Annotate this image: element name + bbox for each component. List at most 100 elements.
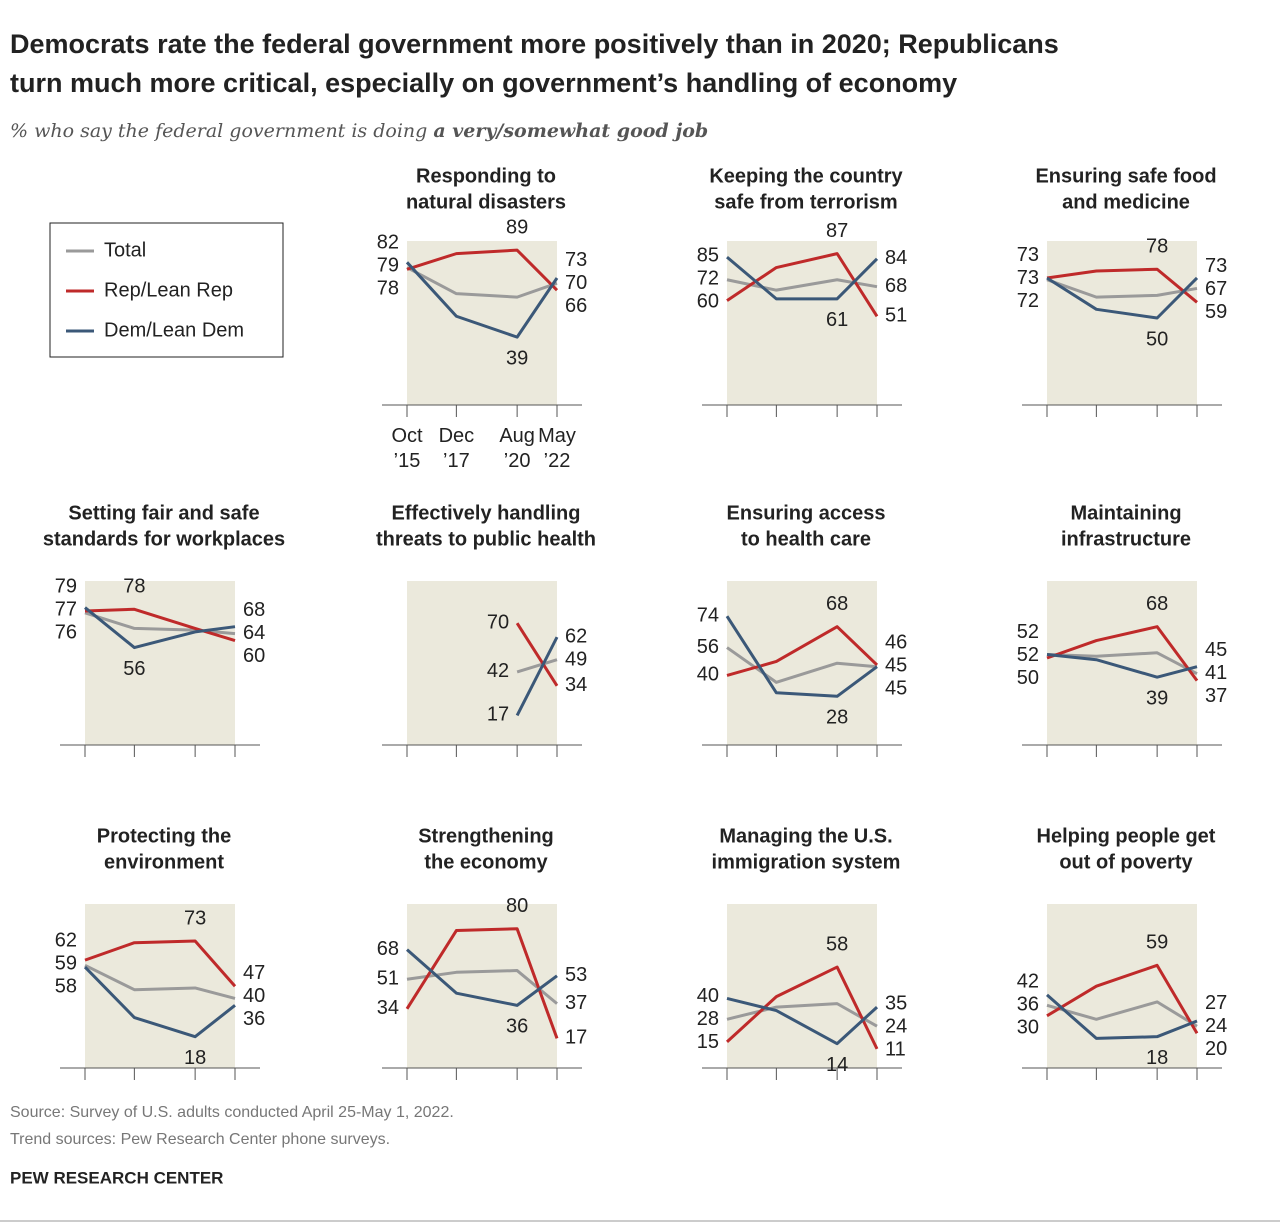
- data-label: 72: [1017, 290, 1039, 312]
- data-label: 73: [1017, 267, 1039, 289]
- data-label: 37: [1205, 685, 1227, 707]
- data-label: 49: [565, 648, 587, 670]
- series-line: [84, 607, 236, 643]
- panel: Setting fair and safe standards for workp…: [43, 502, 285, 757]
- legend-label: Dem/Lean Dem: [104, 319, 244, 341]
- data-label: 42: [487, 660, 509, 682]
- series-line: [1046, 653, 1198, 679]
- series-line: [84, 611, 236, 636]
- data-label: 50: [1017, 667, 1039, 689]
- data-label: 42: [1017, 971, 1039, 993]
- series-line: [725, 965, 879, 1050]
- data-label: 73: [184, 907, 206, 929]
- panel-title: Setting fair and safe: [68, 502, 259, 524]
- panel-title: standards for workplaces: [43, 528, 285, 550]
- plot-background: [407, 581, 557, 745]
- data-label: 66: [565, 295, 587, 317]
- data-label: 36: [506, 1016, 528, 1038]
- series-line: [726, 1002, 878, 1028]
- x-tick-label-line: ’20: [504, 450, 531, 472]
- data-label: 74: [697, 605, 719, 627]
- data-label: 78: [1146, 236, 1168, 258]
- legend-label: Total: [104, 239, 146, 261]
- data-label: 17: [565, 1027, 587, 1049]
- subtitle-emphasis: a very/somewhat good job: [433, 120, 708, 142]
- source-note: Source: Survey of U.S. adults conducted …: [10, 1104, 454, 1121]
- data-label: 87: [826, 220, 848, 242]
- data-label: 14: [826, 1054, 848, 1076]
- series-line: [726, 625, 879, 677]
- data-label: 51: [377, 968, 399, 990]
- plot-background: [1047, 241, 1197, 405]
- panel-title: the economy: [424, 851, 548, 873]
- data-label: 20: [1205, 1038, 1227, 1060]
- panel-title: environment: [104, 851, 224, 873]
- data-label: 27: [1205, 992, 1227, 1014]
- series-line: [1046, 625, 1199, 682]
- plot-background: [1047, 904, 1197, 1068]
- series-line: [1046, 1000, 1198, 1028]
- panel-title: Strengthening: [418, 825, 554, 847]
- x-tick-label-line: Aug: [499, 425, 535, 447]
- panel: Maintaining infrastructure 52 41 50 68 37 52 39 4…: [1017, 502, 1227, 757]
- panel: Keeping the country safe from terrorism 72…: [697, 165, 907, 417]
- data-label: 45: [885, 654, 907, 676]
- panel-title: Maintaining: [1070, 502, 1181, 524]
- data-label: 51: [885, 305, 907, 327]
- series-line: [1046, 267, 1198, 304]
- data-label: 68: [243, 599, 265, 621]
- data-label: 58: [55, 975, 77, 997]
- data-label: 36: [1017, 994, 1039, 1016]
- data-label: 40: [243, 985, 265, 1007]
- series-line: [726, 646, 878, 684]
- series-line: [1046, 278, 1198, 299]
- series-line: [726, 252, 879, 318]
- series-line: [406, 948, 558, 1007]
- data-label: 47: [243, 962, 265, 984]
- series-line: [84, 939, 237, 988]
- chart-title: Democrats rate the federal government mo…: [10, 29, 1059, 59]
- series-line: [726, 255, 879, 301]
- data-label: 39: [506, 347, 528, 369]
- data-label: 34: [565, 674, 587, 696]
- data-label: 56: [123, 658, 145, 680]
- panel: Protecting the environment 59 40 62 73 47 58 18 3…: [55, 825, 265, 1080]
- data-label: 40: [697, 664, 719, 686]
- data-label: 73: [1017, 244, 1039, 266]
- data-label: 37: [565, 992, 587, 1014]
- series-line: [83, 966, 236, 1039]
- data-label: 28: [697, 1008, 719, 1030]
- x-tick-label-line: ’15: [394, 450, 421, 472]
- data-label: 59: [55, 952, 77, 974]
- data-label: 77: [55, 599, 77, 621]
- data-label: 45: [1205, 639, 1227, 661]
- plot-background: [85, 581, 235, 745]
- data-label: 24: [1205, 1015, 1227, 1037]
- series-line: [406, 248, 559, 292]
- data-label: 35: [885, 993, 907, 1015]
- panel-title: Responding to: [416, 165, 556, 187]
- data-label: 62: [55, 929, 77, 951]
- data-label: 28: [826, 707, 848, 729]
- panel-title: and medicine: [1062, 191, 1190, 213]
- panel: Helping people get out of poverty 36 24 30 59…: [1017, 825, 1227, 1080]
- data-label: 41: [1205, 662, 1227, 684]
- x-tick-label-line: May: [538, 425, 576, 447]
- data-label: 59: [1205, 301, 1227, 323]
- data-label: 72: [697, 267, 719, 289]
- series-line: [1046, 993, 1198, 1040]
- source-note: Trend sources: Pew Research Center phone…: [10, 1131, 390, 1148]
- panel: Effectively handling threats to public he…: [376, 502, 596, 757]
- series-line: [515, 622, 559, 687]
- series-line: [725, 615, 878, 698]
- series-line: [405, 261, 559, 339]
- panel-title: to health care: [741, 528, 871, 550]
- data-label: 64: [243, 622, 265, 644]
- plot-background: [407, 904, 557, 1068]
- panel-title: Effectively handling: [392, 502, 581, 524]
- chart-title: turn much more critical, especially on g…: [10, 68, 957, 98]
- plot-background: [727, 581, 877, 745]
